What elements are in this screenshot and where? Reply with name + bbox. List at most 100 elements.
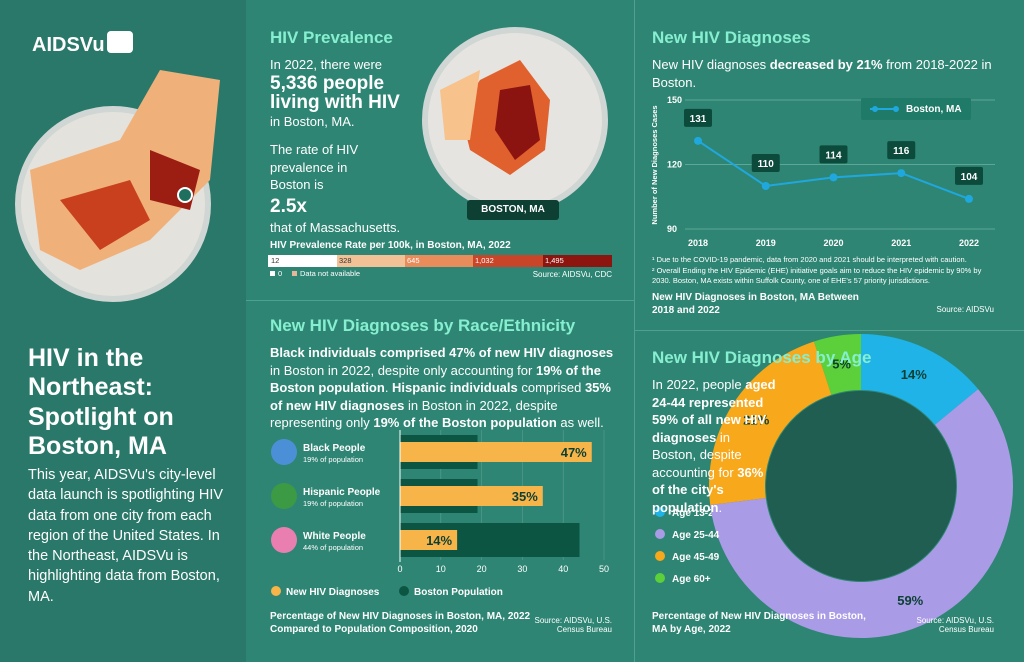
- legend-swatch: [655, 507, 665, 517]
- category-icon: [271, 439, 297, 465]
- legend-break: 328: [339, 256, 352, 265]
- value-label: 5%: [832, 357, 851, 372]
- donut-slice: [710, 389, 1013, 638]
- legend-scale: [473, 255, 543, 267]
- legend-break: 12: [271, 256, 280, 265]
- text: as well.: [556, 415, 604, 431]
- text: .: [718, 499, 723, 515]
- text: from 2018-2022 in Boston.: [652, 57, 992, 90]
- map-label: BOSTON, MA: [481, 204, 545, 215]
- x-tick-label: 2020: [823, 238, 843, 248]
- legend-swatch: [399, 586, 409, 596]
- caption: Percentage of New HIV Diagnoses in Bosto…: [652, 611, 866, 635]
- section-heading: New HIV Diagnoses: [652, 28, 811, 47]
- category-label: White People: [303, 531, 366, 542]
- legend-break: 1,032: [475, 256, 494, 265]
- x-tick-label: 40: [558, 564, 568, 574]
- legend-swatch: [655, 529, 665, 539]
- value-label: 14%: [901, 367, 927, 382]
- x-tick-label: 2021: [891, 238, 911, 248]
- x-tick-label: 0: [397, 564, 402, 574]
- value-label: 59%: [897, 593, 923, 608]
- emphasis: Hispanic individuals: [392, 380, 518, 396]
- map-shape: [60, 180, 150, 250]
- y-tick-label: 150: [667, 95, 682, 105]
- emphasis: Black individuals comprised 47% of new H…: [270, 345, 614, 360]
- point: [897, 169, 906, 178]
- emphasis: decreased by 21%: [769, 57, 883, 72]
- value-label: 47%: [561, 445, 587, 460]
- legend-swatch: [655, 551, 665, 561]
- legend-swatch: [893, 106, 899, 112]
- text: New HIV diagnoses: [652, 57, 770, 72]
- bar: [400, 442, 592, 462]
- text: that of Massachusetts.: [270, 220, 401, 236]
- section-heading: New HIV Diagnoses by Race/Ethnicity: [270, 316, 576, 335]
- value-label-box: [751, 154, 780, 172]
- source: Source: AIDSVu, CDC: [532, 270, 612, 279]
- value-label: 114: [825, 150, 842, 161]
- legend-box: [861, 98, 971, 120]
- section-heading: HIV Prevalence: [270, 28, 393, 47]
- category-icon: [271, 527, 297, 553]
- emphasis: aged 24-44 represented 59% of all new HI…: [652, 377, 776, 445]
- text: in Boston in 2022, despite representing …: [270, 397, 558, 431]
- value-label: 14%: [426, 533, 452, 548]
- description: New HIV diagnoses decreased by 21% from …: [652, 56, 992, 91]
- intro-body: This year, AIDSVu's city-level data laun…: [28, 467, 224, 605]
- highlight: 2.5x: [270, 195, 307, 217]
- legend-breaks: 12 328 645 1,032 1,495: [268, 256, 612, 268]
- donut-slice: [708, 341, 832, 506]
- legend-na: Data not available: [300, 269, 361, 278]
- emphasis: 36% of the city's population: [652, 464, 764, 515]
- category-sublabel: 44% of population: [303, 543, 363, 552]
- x-tick-label: 2019: [756, 238, 776, 248]
- x-tick-label: 50: [599, 564, 609, 574]
- highlight: 5,336 people living with HIV: [270, 72, 400, 114]
- legend-break: 645: [407, 256, 420, 265]
- description: Black individuals comprised 47% of new H…: [270, 344, 615, 432]
- source: Source: AIDSVu, U.S. Census Bureau: [534, 616, 612, 634]
- donut-slice: [814, 334, 861, 395]
- map-pin: [177, 187, 193, 203]
- value-label: 110: [758, 159, 775, 170]
- legend-scale: [405, 255, 473, 267]
- intro-title: HIV in the Northeast: Spotlight on Bosto…: [28, 344, 174, 460]
- x-tick-label: 10: [436, 564, 446, 574]
- category-sublabel: 19% of population: [303, 499, 363, 508]
- legend-label: Age 45-49: [672, 552, 720, 563]
- text: comprised: [517, 380, 585, 396]
- value-label: 35%: [512, 489, 538, 504]
- bar: [400, 530, 458, 550]
- legend-swatch: [872, 106, 878, 112]
- emphasis: 35% of new HIV diagnoses: [270, 380, 611, 413]
- value-label-box: [684, 108, 712, 127]
- emphasis: 19% of the Boston population: [373, 415, 557, 431]
- x-tick-label: 2022: [959, 238, 979, 248]
- footnote: ² Overall Ending the HIV Epidemic (EHE) …: [652, 266, 982, 285]
- point: [829, 173, 838, 182]
- category-label: Black People: [303, 443, 366, 454]
- value-label-box: [955, 166, 983, 185]
- legend-scale: [337, 255, 405, 267]
- caption: New HIV Diagnoses in Boston, MA Between …: [652, 292, 859, 316]
- value-label: 22%: [743, 413, 769, 428]
- source: Source: AIDSVu: [936, 305, 994, 314]
- y-tick-label: 90: [667, 224, 677, 234]
- category-sublabel: 19% of population: [303, 455, 363, 464]
- section-heading: New HIV Diagnoses by Age: [652, 348, 872, 367]
- point: [965, 194, 973, 203]
- value-label: 116: [893, 146, 910, 157]
- legend-swatch: [270, 271, 275, 276]
- x-tick-label: 30: [517, 564, 527, 574]
- legend-label: New HIV Diagnoses: [286, 587, 380, 598]
- text: The rate of HIV prevalence in Boston is: [270, 141, 359, 193]
- logo: AIDSVu: [32, 34, 105, 56]
- logo-icon: [107, 31, 133, 53]
- legend-label: Age 60+: [672, 574, 711, 585]
- legend-swatch: [271, 586, 281, 596]
- people-illustration: [767, 392, 955, 580]
- y-axis-label: Number of New Diagnoses Cases: [650, 105, 659, 224]
